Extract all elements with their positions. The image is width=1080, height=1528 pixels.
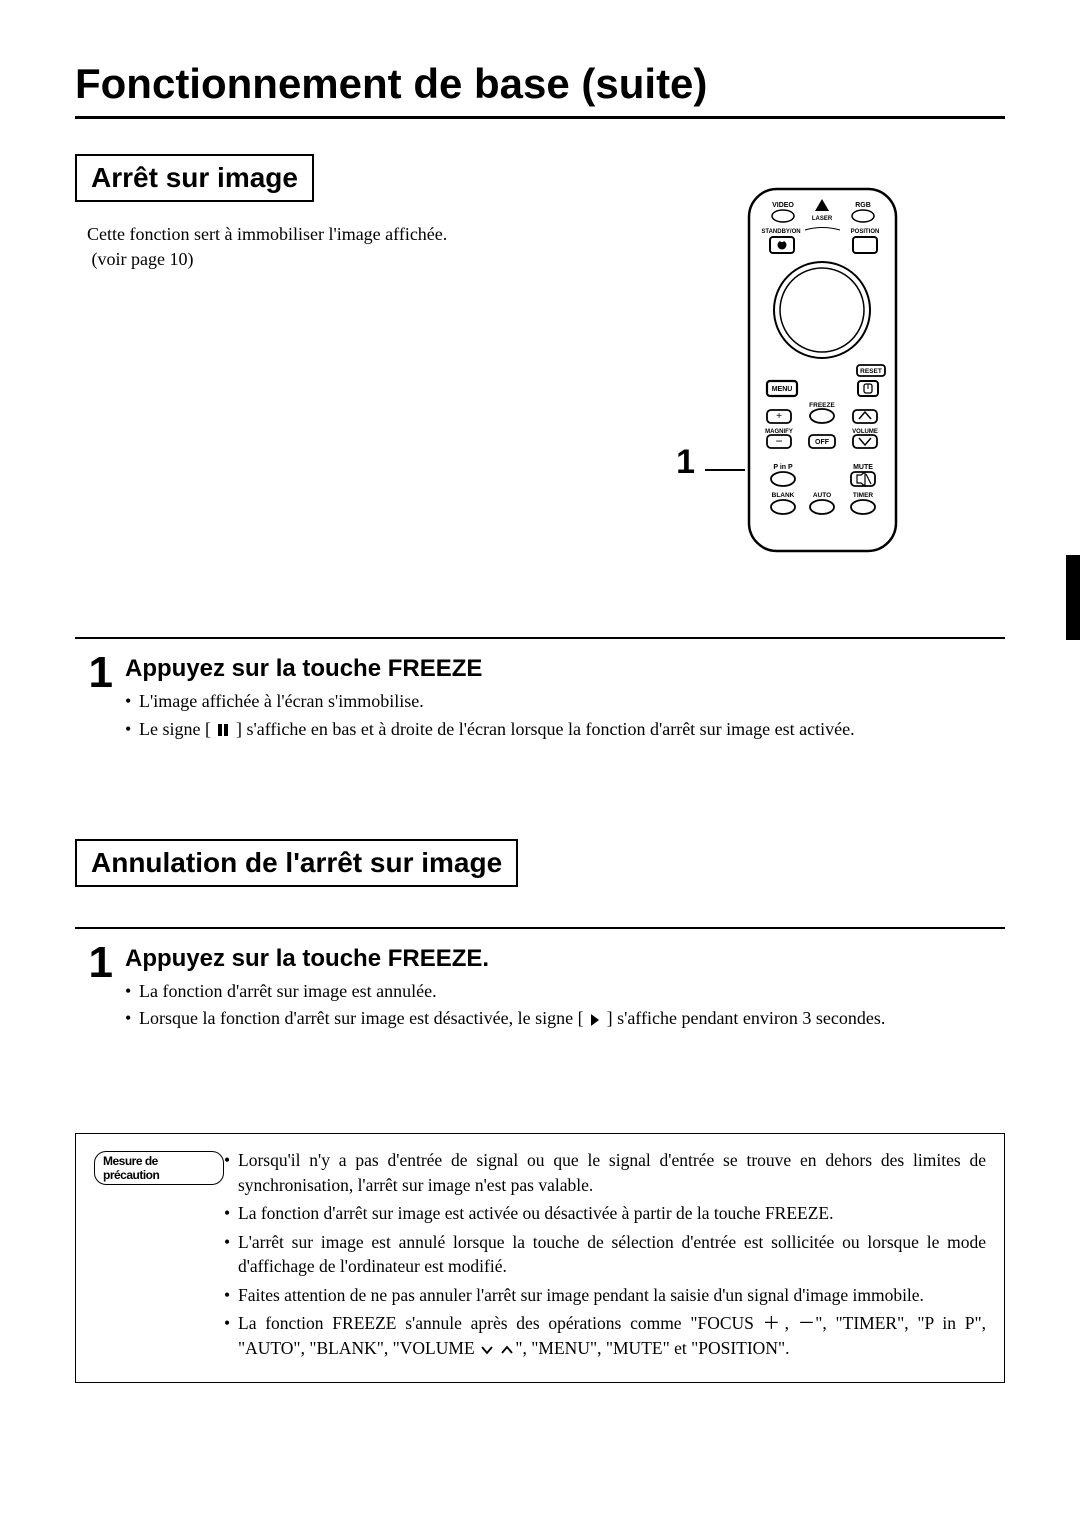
precaution-body: •Lorsqu'il n'y a pas d'entrée de signal … — [224, 1148, 986, 1364]
bullet-dot: • — [125, 979, 139, 1004]
vol-down-icon — [481, 1345, 493, 1355]
step1-bullet1: L'image affichée à l'écran s'immobilise. — [139, 689, 1005, 714]
step-title: Appuyez sur la touche FREEZE — [125, 655, 1005, 683]
svg-text:MUTE: MUTE — [853, 464, 873, 471]
svg-text:RGB: RGB — [855, 202, 871, 209]
step2-bullet1: La fonction d'arrêt sur image est annulé… — [139, 979, 1005, 1004]
step-num: 1 — [75, 651, 125, 743]
bullet-dot: • — [224, 1230, 238, 1255]
precaution-p4: Faites attention de ne pas annuler l'arr… — [238, 1283, 986, 1308]
svg-text:FREEZE: FREEZE — [809, 402, 835, 409]
pause-icon — [217, 723, 229, 737]
svg-text:−: − — [775, 434, 782, 448]
svg-text:TIMER: TIMER — [853, 492, 874, 499]
step-num: 1 — [75, 941, 125, 1033]
step2-bullet2: Lorsque la fonction d'arrêt sur image es… — [139, 1006, 1005, 1031]
remote-control-icon: VIDEO RGB LASER STANDBY/ON POSITION RESE… — [745, 185, 900, 555]
svg-text:VIDEO: VIDEO — [772, 202, 794, 209]
precaution-p3: L'arrêt sur image est annulé lorsque la … — [238, 1230, 986, 1279]
svg-text:+: + — [776, 411, 782, 422]
step-1: 1 Appuyez sur la touche FREEZE • L'image… — [75, 651, 1005, 743]
bullet-dot: • — [125, 717, 139, 742]
remote-callout-num: 1 — [676, 443, 695, 482]
precaution-p2: La fonction d'arrêt sur image est activé… — [238, 1201, 986, 1226]
precaution-box: Mesure de précaution •Lorsqu'il n'y a pa… — [75, 1133, 1005, 1383]
svg-text:P in P: P in P — [773, 464, 793, 471]
svg-text:AUTO: AUTO — [813, 492, 831, 499]
step-title: Appuyez sur la touche FREEZE. — [125, 945, 1005, 973]
precaution-p1: Lorsqu'il n'y a pas d'entrée de signal o… — [238, 1148, 986, 1197]
svg-text:MENU: MENU — [772, 386, 793, 393]
step1-bullet2: Le signe [ ] s'affiche en bas et à droit… — [139, 717, 1005, 742]
bullet-dot: • — [125, 689, 139, 714]
bullet-dot: • — [224, 1148, 238, 1173]
side-tab — [1066, 555, 1080, 640]
bullet-dot: • — [125, 1006, 139, 1031]
remote-diagram: 1 VIDEO RGB LASER STANDBY/ON POSITION RE… — [676, 185, 900, 555]
intro-line1: Cette fonction sert à immobiliser l'imag… — [87, 224, 447, 244]
bullet-dot: • — [224, 1201, 238, 1226]
svg-text:OFF: OFF — [815, 439, 830, 446]
remote-callout-line — [705, 469, 745, 471]
divider — [75, 637, 1005, 639]
vol-up-icon — [501, 1345, 513, 1355]
svg-text:POSITION: POSITION — [851, 229, 880, 235]
step-2: 1 Appuyez sur la touche FREEZE. • La fon… — [75, 941, 1005, 1033]
svg-text:BLANK: BLANK — [772, 492, 795, 499]
play-icon — [590, 1013, 600, 1027]
intro-line2: (voir page 10) — [92, 249, 194, 269]
precaution-p5: La fonction FREEZE s'annule après des op… — [238, 1311, 986, 1360]
svg-text:RESET: RESET — [860, 368, 882, 375]
bullet-dot: • — [224, 1311, 238, 1336]
svg-text:LASER: LASER — [812, 216, 833, 222]
page-title: Fonctionnement de base (suite) — [75, 60, 1005, 119]
section-cancel-title: Annulation de l'arrêt sur image — [75, 839, 518, 887]
precaution-label: Mesure de précaution — [94, 1151, 224, 1185]
bullet-dot: • — [224, 1283, 238, 1308]
section-freeze-title: Arrêt sur image — [75, 154, 314, 202]
divider — [75, 927, 1005, 929]
svg-text:STANDBY/ON: STANDBY/ON — [761, 229, 800, 235]
